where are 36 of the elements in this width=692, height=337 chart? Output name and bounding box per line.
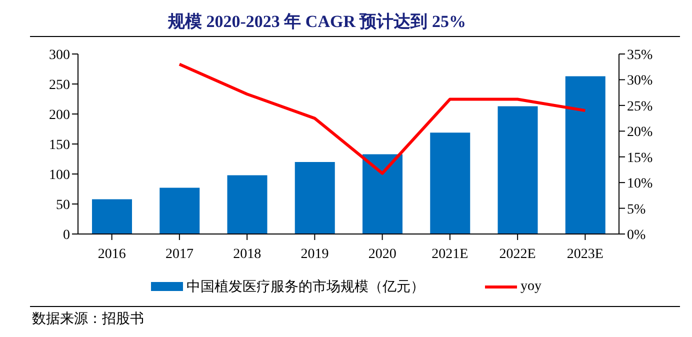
y2-tick-label: 10%: [627, 176, 653, 192]
y-tick-label: 150: [49, 138, 70, 153]
bar: [362, 154, 402, 234]
y2-tick-label: 35%: [627, 48, 653, 63]
legend-label: yoy: [520, 279, 542, 295]
x-tick-label: 2019: [300, 246, 329, 262]
bar: [498, 106, 538, 234]
bar: [430, 132, 470, 234]
source-note: 数据来源：招股书: [32, 310, 144, 328]
y-tick-label: 0: [63, 228, 70, 243]
bar: [92, 199, 132, 234]
y-tick-label: 250: [49, 78, 70, 93]
x-tick-label: 2017: [165, 246, 194, 262]
chart-title: 规模 2020-2023 年 CAGR 预计达到 25%: [168, 11, 466, 33]
x-tick-label: 2016: [98, 246, 126, 262]
x-tick-label: 2020: [368, 246, 396, 262]
x-tick-label: 2018: [233, 246, 262, 262]
y2-tick-label: 30%: [627, 74, 653, 89]
y2-tick-label: 0%: [627, 228, 646, 243]
bar: [160, 188, 200, 234]
y-tick-label: 300: [49, 48, 70, 63]
line-series: [178, 62, 587, 175]
y2-tick-label: 20%: [627, 125, 653, 140]
legend-label: 中国植发医疗服务的市场规模（亿元）: [186, 278, 424, 296]
y-tick-label: 50: [56, 198, 70, 213]
y2-tick-label: 25%: [627, 99, 653, 114]
y2-tick-label: 15%: [627, 150, 653, 166]
bar: [565, 76, 606, 234]
bar: [294, 162, 335, 234]
x-tick-label: 2023E: [566, 246, 604, 262]
y-tick-label: 100: [49, 168, 70, 183]
x-tick-label: 2021E: [432, 246, 468, 262]
x-tick-label: 2022E: [499, 246, 536, 262]
y-tick-label: 200: [49, 108, 70, 123]
bar: [227, 175, 268, 234]
y2-tick-label: 5%: [627, 202, 646, 218]
